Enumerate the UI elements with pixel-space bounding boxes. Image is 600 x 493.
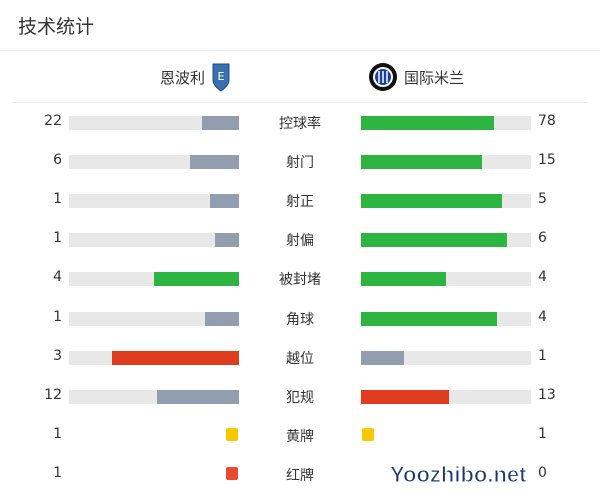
home-bar-fill	[210, 194, 239, 208]
away-bar-fill	[361, 233, 508, 247]
away-value: 78	[538, 113, 556, 129]
home-team-name: 恩波利	[160, 68, 206, 87]
home-bar	[69, 194, 239, 208]
home-bar-fill	[215, 233, 239, 247]
divider	[0, 50, 600, 51]
away-bar	[361, 155, 531, 169]
home-value: 1	[53, 191, 62, 207]
home-bar	[69, 390, 239, 404]
home-bar-fill	[157, 390, 239, 404]
away-bar	[361, 194, 531, 208]
stat-row: 1 射偏 6	[0, 230, 600, 250]
home-bar	[69, 233, 239, 247]
home-value: 6	[53, 152, 62, 168]
away-value: 1	[538, 426, 547, 442]
home-bar	[69, 155, 239, 169]
home-value: 1	[53, 465, 62, 481]
home-value: 1	[53, 426, 62, 442]
away-value: 0	[538, 465, 547, 481]
stat-label: 角球	[286, 312, 314, 328]
stat-row: 4 被封堵 4	[0, 269, 600, 289]
inter-crest-icon	[369, 63, 397, 91]
stat-label: 射偏	[286, 233, 314, 249]
watermark: Yoozhibo.net	[389, 462, 527, 487]
home-bar-fill	[201, 116, 239, 130]
home-value: 1	[53, 309, 62, 325]
card-icon	[362, 428, 374, 441]
away-bar	[361, 351, 531, 365]
stat-label: 犯规	[286, 390, 314, 406]
home-bar-fill	[189, 155, 239, 169]
away-bar	[361, 233, 531, 247]
away-bar	[361, 312, 531, 326]
home-value: 22	[44, 113, 62, 129]
stat-label: 黄牌	[286, 429, 314, 445]
stat-row: 12 犯规 13	[0, 387, 600, 407]
away-bar-fill	[361, 312, 497, 326]
stat-label: 射门	[286, 155, 314, 171]
home-value: 1	[53, 230, 62, 246]
home-bar	[69, 351, 239, 365]
card-icon	[226, 467, 238, 480]
stat-row: 1 射正 5	[0, 191, 600, 211]
away-value: 5	[538, 191, 547, 207]
home-team[interactable]: 恩波利 E	[160, 62, 231, 92]
away-value: 1	[538, 348, 547, 364]
card-row: 1 红牌 0	[0, 465, 600, 485]
stat-label: 被封堵	[279, 272, 321, 288]
away-value: 4	[538, 269, 547, 285]
away-value: 13	[538, 387, 556, 403]
home-bar-fill	[111, 351, 239, 365]
stat-label: 红牌	[286, 468, 314, 484]
away-bar-fill	[361, 351, 404, 365]
away-team-name: 国际米兰	[404, 68, 465, 87]
away-bar	[361, 116, 531, 130]
away-bar	[361, 272, 531, 286]
home-value: 12	[44, 387, 62, 403]
home-bar-fill	[205, 312, 239, 326]
away-value: 6	[538, 230, 547, 246]
away-bar-fill	[361, 390, 450, 404]
stat-row: 3 越位 1	[0, 348, 600, 368]
stat-row: 22 控球率 78	[0, 113, 600, 133]
away-bar-fill	[361, 155, 482, 169]
card-icon	[226, 428, 238, 441]
page-title: 技术统计	[18, 16, 95, 38]
away-team[interactable]: 国际米兰	[368, 62, 464, 92]
away-value: 4	[538, 309, 547, 325]
stat-label: 射正	[286, 194, 314, 210]
home-bar-fill	[154, 272, 239, 286]
stat-label: 控球率	[279, 116, 321, 132]
svg-text:E: E	[218, 70, 225, 83]
home-bar	[69, 272, 239, 286]
away-bar-fill	[361, 116, 494, 130]
away-bar-fill	[361, 194, 503, 208]
stat-row: 6 射门 15	[0, 152, 600, 172]
stat-row: 1 角球 4	[0, 309, 600, 329]
home-value: 4	[53, 269, 62, 285]
home-bar	[69, 116, 239, 130]
stat-label: 越位	[286, 351, 314, 367]
home-bar	[69, 312, 239, 326]
away-bar-fill	[361, 272, 446, 286]
away-value: 15	[538, 152, 556, 168]
divider	[12, 102, 588, 103]
home-value: 3	[53, 348, 62, 364]
empoli-crest-icon: E	[212, 63, 230, 92]
card-row: 1 黄牌 1	[0, 426, 600, 446]
away-bar	[361, 390, 531, 404]
